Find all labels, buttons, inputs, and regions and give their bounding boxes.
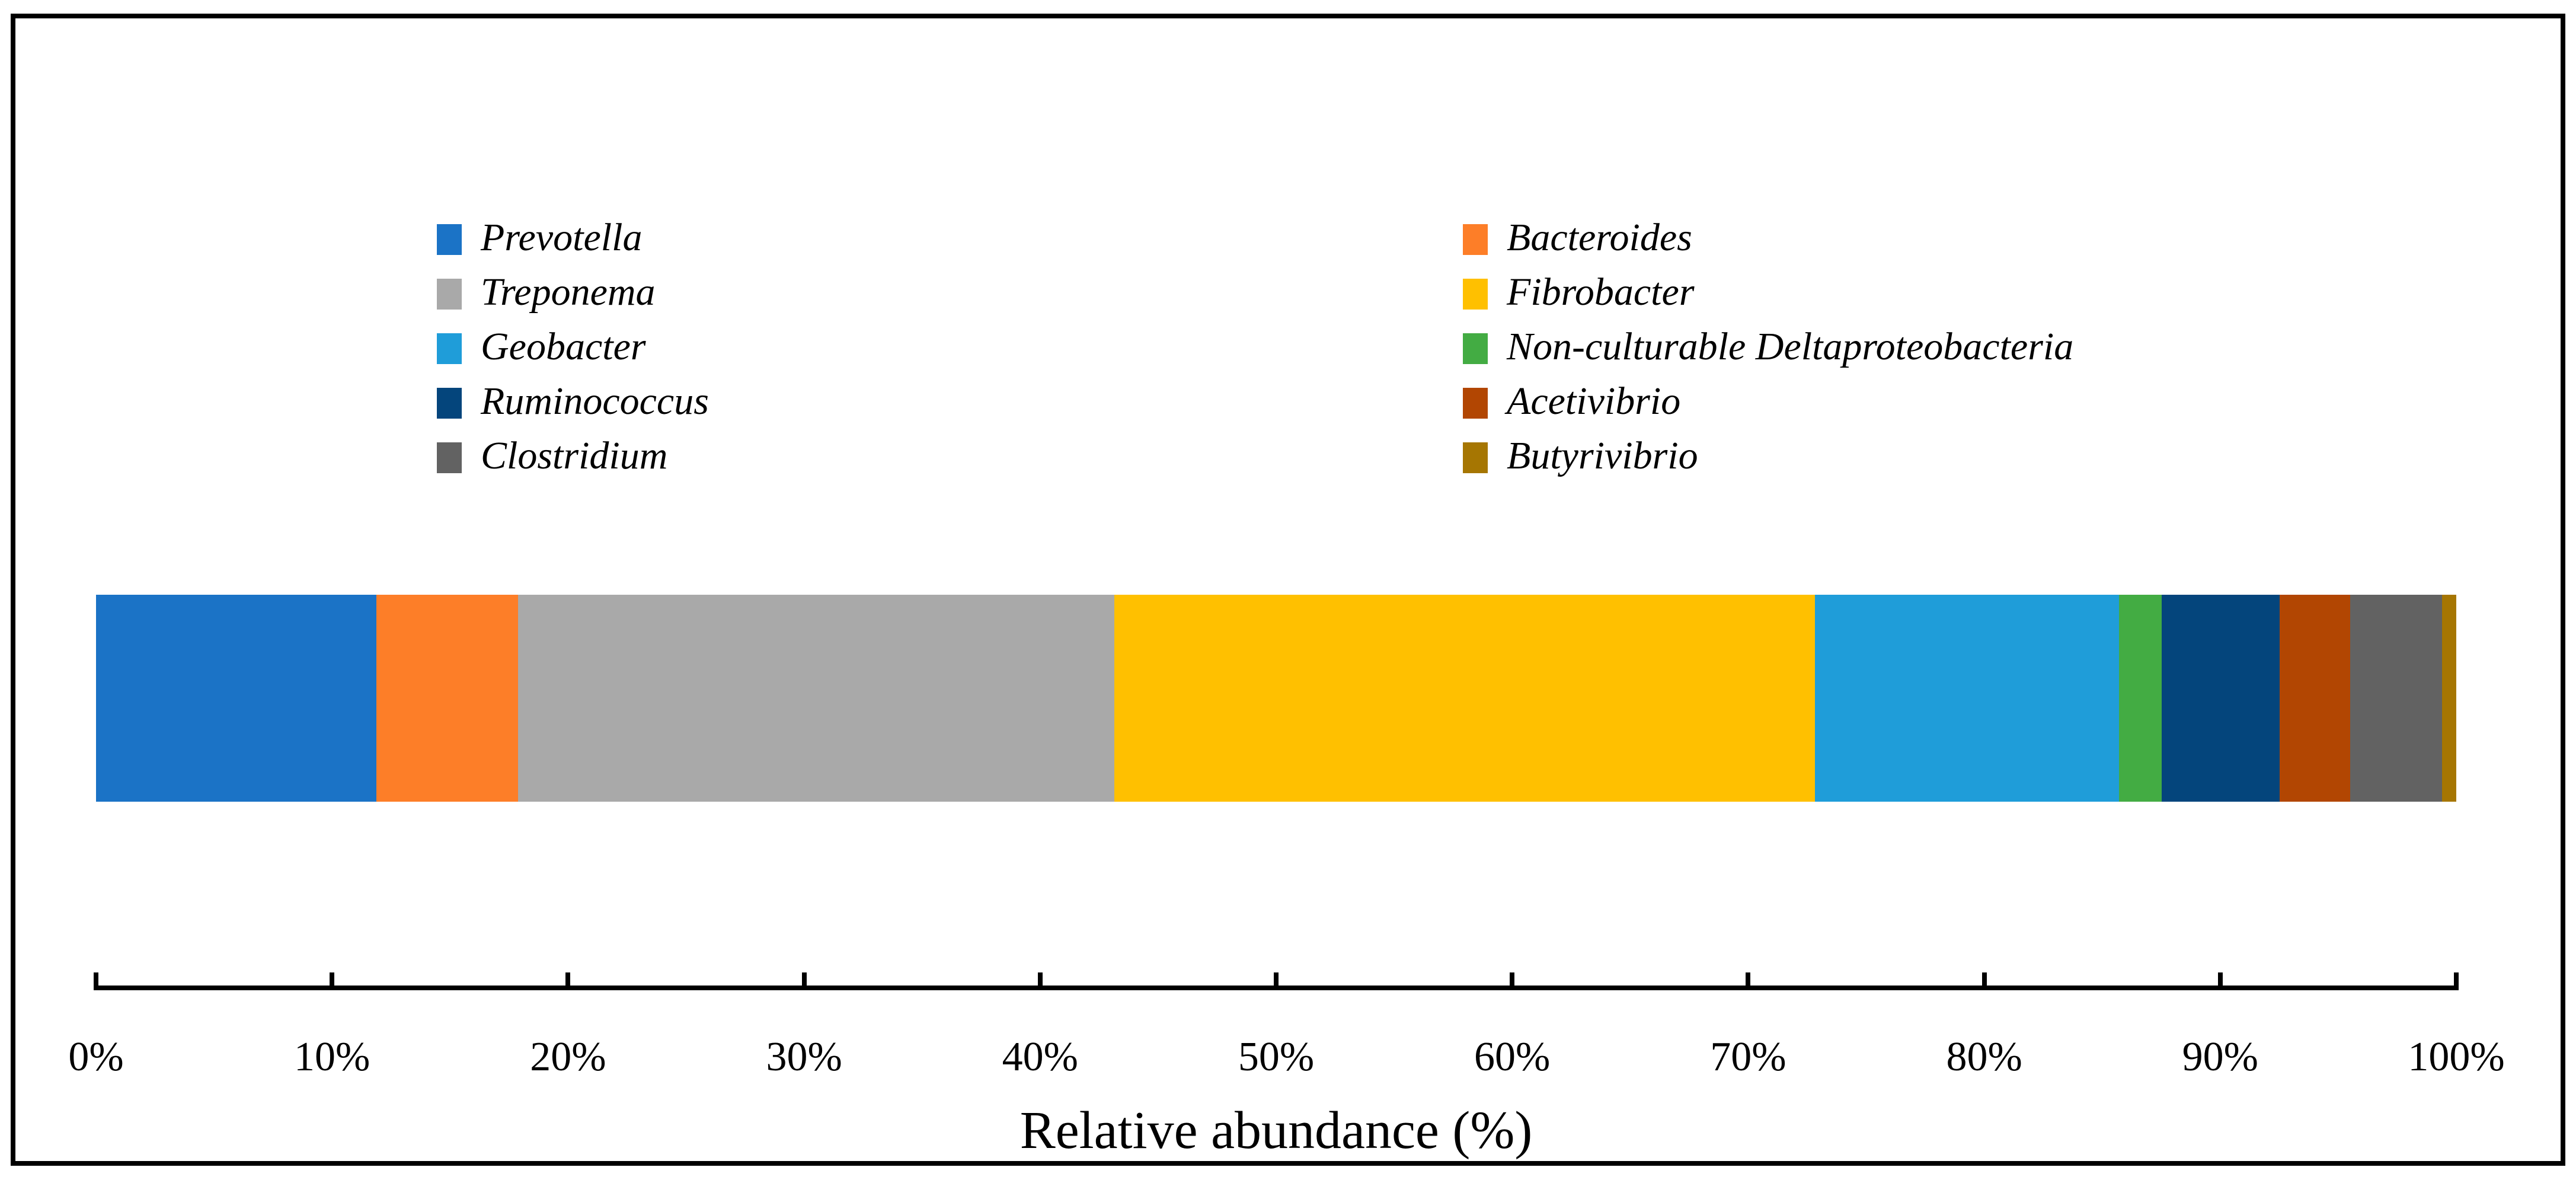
x-axis-tick-label: 100% (2408, 1034, 2505, 1080)
legend-label: Bacteroides (1507, 216, 1692, 259)
legend-item: Geobacter (437, 321, 709, 376)
x-axis-tick (1037, 972, 1043, 990)
legend-swatch-icon (437, 442, 462, 473)
bar-segment (2279, 595, 2350, 802)
legend-label: Butyrivibrio (1507, 434, 1698, 477)
bar-segment (96, 595, 377, 802)
legend-label: Clostridium (481, 434, 668, 477)
bar-segment (2161, 595, 2280, 802)
legend-label: Geobacter (481, 325, 646, 368)
bar-segment (2442, 595, 2456, 802)
legend-label: Non-culturable Deltaproteobacteria (1507, 325, 2074, 368)
x-axis-tick-label: 80% (1946, 1034, 2022, 1080)
legend-item: Ruminococcus (437, 376, 709, 430)
x-axis-title: Relative abundance (%) (1019, 1101, 1533, 1160)
legend-label: Treponema (481, 270, 656, 314)
x-axis-tick (1274, 972, 1279, 990)
legend-column-left: Prevotella Treponema Geobacter Ruminococcus… (437, 212, 709, 485)
legend-swatch-icon (437, 388, 462, 419)
bar-segment (1814, 595, 2120, 802)
legend-item: Treponema (437, 267, 709, 321)
x-axis-tick (1510, 972, 1515, 990)
legend-label: Prevotella (481, 216, 643, 259)
legend-label: Acetivibrio (1507, 379, 1681, 423)
legend-swatch-icon (437, 279, 462, 310)
legend-item: Prevotella (437, 212, 709, 267)
x-axis-tick (2217, 972, 2223, 990)
legend-swatch-icon (1463, 442, 1488, 473)
legend-label: Ruminococcus (481, 379, 709, 423)
legend-column-right: Bacteroides Fibrobacter Non-culturable Del… (1463, 212, 2073, 485)
legend-item: Clostridium (437, 430, 709, 485)
x-axis-tick-label: 40% (1002, 1034, 1078, 1080)
legend-item: Butyrivibrio (1463, 430, 2073, 485)
bar-segment (2350, 595, 2443, 802)
x-axis-tick-label: 30% (766, 1034, 842, 1080)
x-axis-tick (1746, 972, 1751, 990)
bar-segment (1114, 595, 1815, 802)
legend-swatch-icon (437, 333, 462, 364)
x-axis-tick-label: 0% (68, 1034, 124, 1080)
x-axis-tick (1981, 972, 1987, 990)
x-axis-tick-labels: 0% 10% 20% 30% 40% 50% 60% 70% 80% 90% 100% (68, 1034, 2504, 1090)
x-axis-tick-label: 20% (530, 1034, 606, 1080)
x-axis-tick (801, 972, 807, 990)
x-axis-tick-label: 50% (1238, 1034, 1315, 1080)
x-axis-tick-label: 90% (2182, 1034, 2258, 1080)
x-axis-tick (2454, 972, 2459, 990)
x-axis-tick-label: 10% (294, 1034, 370, 1080)
legend-item: Non-culturable Deltaproteobacteria (1463, 321, 2073, 376)
legend-swatch-icon (1463, 224, 1488, 255)
legend-item: Acetivibrio (1463, 376, 2073, 430)
legend-swatch-icon (1463, 388, 1488, 419)
legend-swatch-icon (1463, 279, 1488, 310)
legend-swatch-icon (1463, 333, 1488, 364)
x-axis-ticks (94, 972, 2459, 990)
legend-label: Fibrobacter (1507, 270, 1695, 314)
bar-segment (518, 595, 1115, 802)
legend-item: Bacteroides (1463, 212, 2073, 267)
x-axis-tick-label: 70% (1710, 1034, 1786, 1080)
legend-swatch-icon (437, 224, 462, 255)
figure-frame (11, 14, 2565, 1166)
bar-segment (376, 595, 519, 802)
x-axis-tick (94, 972, 98, 990)
bar-segment (2119, 595, 2162, 802)
legend-item: Fibrobacter (1463, 267, 2073, 321)
x-axis-tick-label: 60% (1474, 1034, 1551, 1080)
stacked-bar (96, 595, 2456, 802)
x-axis-tick (330, 972, 335, 990)
x-axis-tick (565, 972, 571, 990)
